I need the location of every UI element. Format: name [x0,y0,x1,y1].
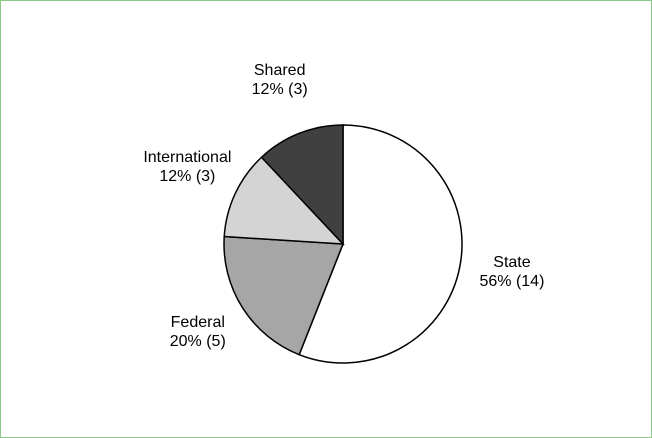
pie-slice [260,124,344,246]
slice-category: State [493,254,530,271]
slice-value: 56% (14) [479,273,544,290]
slice-category: International [143,149,231,166]
slice-category: Federal [171,314,225,331]
slice-value: 20% (5) [170,333,226,350]
slice-label: International 12% (3) [143,149,231,185]
slice-value: 12% (3) [252,81,308,98]
pie-slice [223,235,345,356]
slice-value: 12% (3) [159,168,215,185]
pie-slice [223,156,345,245]
pie-slice [298,124,463,364]
slice-category: Shared [254,62,306,79]
slice-label: Shared 12% (3) [252,62,308,98]
slice-label: State 56% (14) [479,254,544,290]
slice-label: Federal 20% (5) [170,314,226,350]
